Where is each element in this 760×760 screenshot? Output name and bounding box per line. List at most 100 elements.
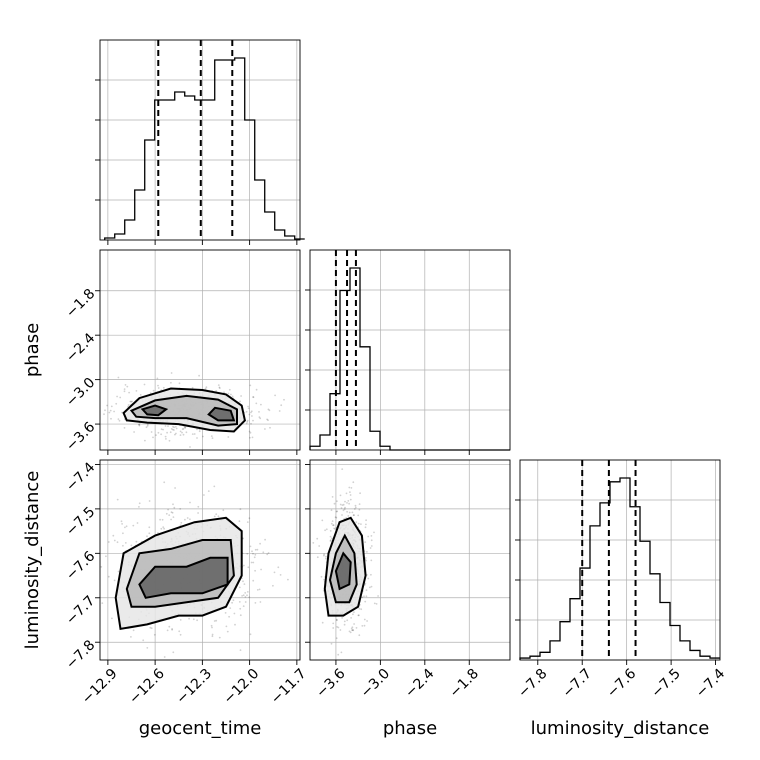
scatter-point <box>244 601 247 603</box>
scatter-point <box>351 626 354 629</box>
scatter-point <box>150 431 153 433</box>
scatter-point <box>370 535 373 537</box>
scatter-point <box>226 630 229 633</box>
scatter-point <box>179 524 182 527</box>
scatter-point <box>246 594 248 597</box>
scatter-point <box>130 636 132 638</box>
scatter-point <box>361 596 364 599</box>
y-tick-label-phase-1: −2.4 <box>63 330 98 365</box>
scatter-point <box>100 566 103 568</box>
scatter-point <box>130 544 133 547</box>
scatter-point <box>163 481 166 484</box>
scatter-point <box>163 527 166 530</box>
scatter-point <box>132 524 135 527</box>
scatter-point <box>283 398 285 401</box>
contour-line-inner-2 <box>334 551 352 591</box>
scatter-point <box>185 431 188 434</box>
scatter-point <box>358 508 361 511</box>
scatter-point <box>113 410 115 413</box>
scatter-point <box>363 624 366 627</box>
x-tick-label-geocent-time-3: −12.0 <box>221 666 263 708</box>
scatter-point <box>112 534 115 537</box>
scatter-point <box>138 423 141 426</box>
scatter-point <box>155 434 157 436</box>
scatter-point <box>234 623 236 626</box>
scatter-point <box>231 395 234 398</box>
scatter-point <box>164 435 167 438</box>
scatter-point <box>122 544 124 547</box>
scatter-point <box>346 510 348 513</box>
scatter-point <box>193 433 196 435</box>
scatter-point <box>342 503 345 506</box>
scatter-point <box>150 627 153 630</box>
scatter-point <box>345 492 348 495</box>
scatter-point <box>343 508 346 511</box>
scatter-point <box>336 500 338 503</box>
scatter-point <box>242 594 245 597</box>
scatter-point <box>250 422 252 425</box>
scatter-point <box>138 502 141 505</box>
scatter-point <box>218 386 221 389</box>
scatter-point <box>364 557 367 559</box>
scatter-point <box>181 428 184 431</box>
scatter-point <box>348 486 351 489</box>
scatter-point <box>238 601 241 603</box>
scatter-point <box>268 409 271 412</box>
scatter-point <box>242 605 245 607</box>
scatter-point <box>357 522 360 525</box>
scatter-point <box>358 634 361 637</box>
scatter-point <box>227 436 230 438</box>
scatter-point <box>124 542 127 544</box>
scatter-point <box>252 561 255 564</box>
scatter-point <box>116 541 119 544</box>
scatter-point <box>335 516 338 519</box>
scatter-point <box>169 431 172 434</box>
scatter-point <box>108 411 111 414</box>
scatter-point <box>222 509 225 512</box>
scatter-point <box>334 516 337 518</box>
scatter-point <box>160 433 163 436</box>
scatter-point <box>260 568 262 571</box>
scatter-point <box>251 436 254 439</box>
y-tick-label-luminosity-distance-0: −7.4 <box>63 459 98 494</box>
scatter-point <box>168 439 171 442</box>
scatter-point <box>101 602 104 604</box>
scatter-point <box>173 426 176 429</box>
scatter-point <box>262 551 265 554</box>
scatter-point <box>325 528 328 531</box>
scatter-point <box>109 409 112 412</box>
scatter-point <box>217 384 220 386</box>
scatter-point <box>121 411 123 414</box>
scatter-point <box>148 500 151 502</box>
scatter-point <box>103 413 105 416</box>
scatter-point <box>320 575 323 578</box>
scatter-point <box>213 620 216 622</box>
scatter-point <box>351 511 354 514</box>
scatter-point <box>189 501 191 504</box>
scatter-point <box>253 556 256 559</box>
scatter-point <box>132 629 135 632</box>
scatter-point <box>240 395 243 397</box>
scatter-point <box>349 491 351 493</box>
scatter-point <box>325 555 327 558</box>
contour-line-inner-2 <box>140 404 169 417</box>
scatter-point <box>215 513 218 516</box>
scatter-point <box>215 390 218 392</box>
scatter-point <box>170 428 173 430</box>
scatter-point <box>120 520 123 523</box>
scatter-point <box>336 619 338 622</box>
scatter-point <box>196 619 199 622</box>
scatter-point <box>184 426 187 429</box>
x-tick-label-luminosity-distance-4: −7.4 <box>693 666 728 701</box>
scatter-point <box>325 557 327 560</box>
scatter-point <box>210 435 213 437</box>
scatter-point <box>189 446 191 448</box>
scatter-point <box>369 586 371 589</box>
scatter-point <box>203 494 205 496</box>
x-tick-label-geocent-time-0: −12.9 <box>79 666 121 708</box>
scatter-point <box>343 623 346 626</box>
histogram-layer <box>104 40 720 660</box>
scatter-point <box>354 506 357 509</box>
scatter-point <box>179 430 182 433</box>
scatter-point <box>170 381 172 384</box>
